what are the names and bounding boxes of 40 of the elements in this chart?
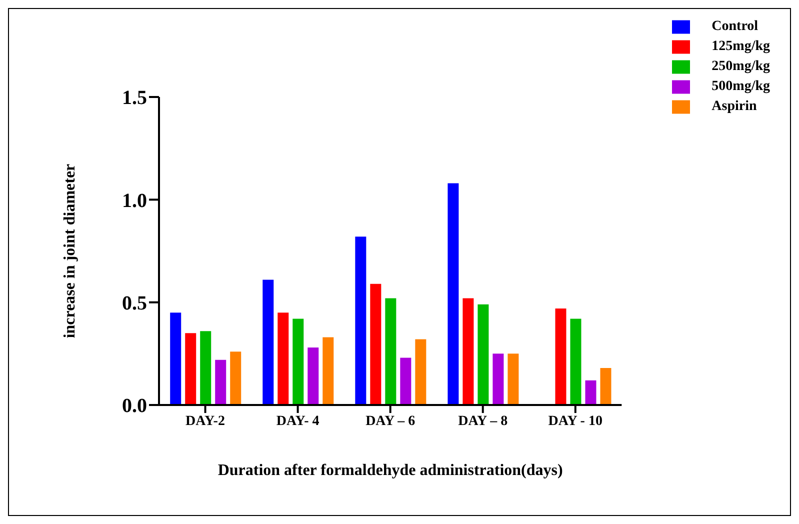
bar [385,298,396,405]
x-tick-label: DAY- 4 [276,414,320,429]
bar [492,354,504,405]
bar [308,348,319,405]
bar [322,337,334,405]
bar [185,333,196,405]
legend-label: 500mg/kg [712,79,770,94]
bar [170,312,182,405]
x-tick-label: DAY-2 [186,414,225,429]
legend-label: 250mg/kg [712,59,770,74]
bar [555,308,566,405]
bar [292,318,304,405]
legend-label: 125mg/kg [712,39,770,54]
y-tick-label: 1.0 [122,190,147,212]
x-tick-label: DAY – 8 [458,414,508,429]
bar [230,352,242,405]
legend-label: Aspirin [712,99,757,114]
y-tick-label: 0.0 [122,395,147,418]
x-tick-label: DAY - 10 [548,414,602,429]
y-axis-title: increase in joint diameter [62,164,79,338]
legend-label: Control [712,19,758,34]
bar [508,354,519,405]
bar [462,298,474,405]
bar [448,183,459,405]
bar [200,331,212,405]
bar [478,304,489,405]
bar [370,284,382,405]
y-tick-label: 0.5 [122,292,147,314]
x-axis-title: Duration after formaldehyde administration(days) [218,462,563,479]
bar [262,280,274,405]
bar [585,380,596,405]
bar [400,358,412,405]
x-tick-label: DAY – 6 [366,414,416,429]
bar [415,339,426,405]
bar [355,236,366,405]
bar [570,318,582,405]
bar [215,360,226,405]
bar [600,368,612,405]
y-tick-label: 1.5 [122,87,147,110]
bar [278,312,289,405]
